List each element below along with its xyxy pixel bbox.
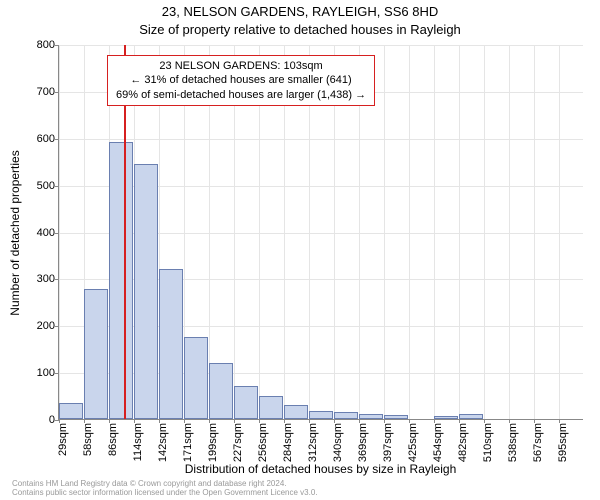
x-axis-label: Distribution of detached houses by size … bbox=[58, 462, 583, 476]
x-tick-label: 142sqm bbox=[157, 423, 169, 462]
chart-title: 23, NELSON GARDENS, RAYLEIGH, SS6 8HD bbox=[0, 4, 600, 19]
x-tick-label: 538sqm bbox=[507, 423, 519, 462]
x-tick-label: 284sqm bbox=[282, 423, 294, 462]
gridline-h bbox=[59, 139, 583, 140]
x-tick-label: 397sqm bbox=[382, 423, 394, 462]
x-tick-label: 369sqm bbox=[357, 423, 369, 462]
x-tick-label: 86sqm bbox=[107, 423, 119, 456]
histogram-bar bbox=[384, 415, 408, 419]
histogram-bar bbox=[159, 269, 183, 419]
chart-subtitle: Size of property relative to detached ho… bbox=[0, 22, 600, 37]
histogram-bar bbox=[184, 337, 208, 419]
histogram-bar bbox=[309, 411, 333, 419]
histogram-bar bbox=[434, 416, 458, 419]
credit-text: Contains HM Land Registry data © Crown c… bbox=[12, 479, 318, 498]
x-tick-label: 199sqm bbox=[207, 423, 219, 462]
x-tick-label: 58sqm bbox=[82, 423, 94, 456]
x-tick-label: 567sqm bbox=[532, 423, 544, 462]
histogram-bar bbox=[134, 164, 158, 419]
annotation-box: 23 NELSON GARDENS: 103sqm ← 31% of detac… bbox=[107, 55, 375, 106]
histogram-chart: 23, NELSON GARDENS, RAYLEIGH, SS6 8HD Si… bbox=[0, 0, 600, 500]
x-tick-label: 114sqm bbox=[132, 423, 144, 461]
x-tick-label: 454sqm bbox=[432, 423, 444, 462]
annotation-line3: 69% of semi-detached houses are larger (… bbox=[116, 88, 366, 102]
histogram-bar bbox=[259, 396, 283, 419]
gridline-h bbox=[59, 45, 583, 46]
x-tick-label: 256sqm bbox=[257, 423, 269, 462]
histogram-bar bbox=[284, 405, 308, 419]
histogram-bar bbox=[334, 412, 358, 419]
histogram-bar bbox=[459, 414, 483, 419]
annotation-line2: ← 31% of detached houses are smaller (64… bbox=[116, 73, 366, 87]
histogram-bar bbox=[59, 403, 83, 419]
x-tick-label: 425sqm bbox=[407, 423, 419, 462]
x-tick-label: 171sqm bbox=[182, 423, 194, 462]
x-tick-label: 595sqm bbox=[557, 423, 569, 462]
histogram-bar bbox=[109, 142, 133, 419]
histogram-bar bbox=[84, 289, 108, 419]
histogram-bar bbox=[359, 414, 383, 419]
x-tick-label: 340sqm bbox=[332, 423, 344, 462]
histogram-bar bbox=[209, 363, 233, 419]
x-tick-label: 482sqm bbox=[457, 423, 469, 462]
annotation-line1: 23 NELSON GARDENS: 103sqm bbox=[116, 59, 366, 73]
plot-area: 010020030040050060070080029sqm58sqm86sqm… bbox=[58, 45, 583, 420]
x-tick-label: 227sqm bbox=[232, 423, 244, 462]
x-tick-label: 510sqm bbox=[482, 423, 494, 462]
x-tick-label: 29sqm bbox=[57, 423, 69, 456]
x-tick-label: 312sqm bbox=[307, 423, 319, 462]
histogram-bar bbox=[234, 386, 258, 419]
y-axis-label: Number of detached properties bbox=[8, 45, 22, 420]
